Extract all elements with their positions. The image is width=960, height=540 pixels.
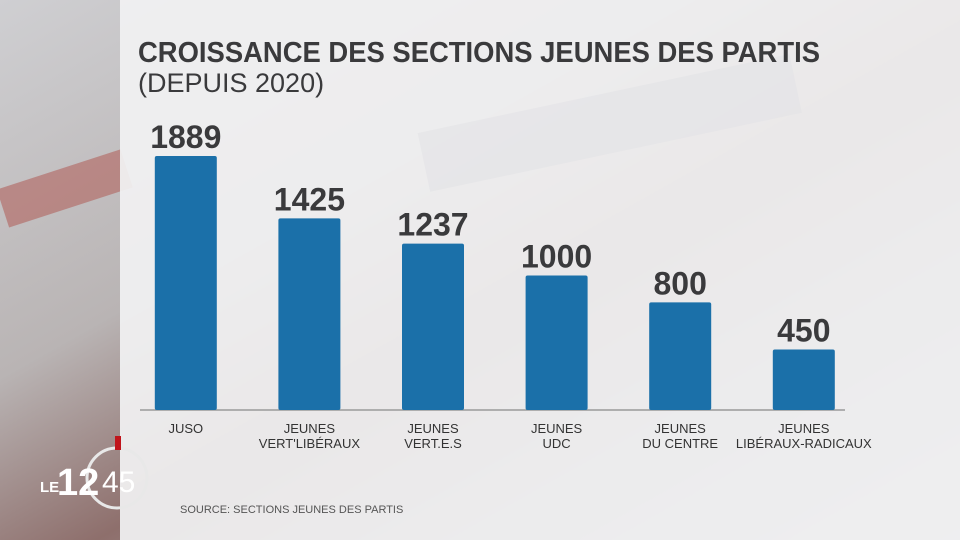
bar	[772, 349, 835, 410]
category-label: JEUNES	[778, 421, 830, 436]
category-label: VERT.E.S	[404, 436, 462, 451]
logo-hour: 12	[57, 462, 99, 504]
bar	[402, 243, 464, 410]
bar	[525, 275, 588, 410]
panel	[120, 0, 960, 540]
value-label: 1237	[397, 207, 468, 243]
category-label: JEUNES	[531, 421, 583, 436]
category-label: JUSO	[168, 421, 203, 436]
category-label: JEUNES	[284, 421, 336, 436]
logo-minute: 45	[102, 466, 135, 499]
value-label: 1000	[521, 239, 592, 275]
source: SOURCE: SECTIONS JEUNES DES PARTIS	[180, 504, 403, 516]
chart-title: CROISSANCE DES SECTIONS JEUNES DES PARTI…	[138, 37, 820, 69]
bars: 1889JUSO1425JEUNESVERT'LIBÉRAUX1237JEUNE…	[150, 119, 872, 451]
chart-subtitle: (DEPUIS 2020)	[138, 68, 324, 98]
logo-prefix: LE	[40, 479, 59, 496]
value-label: 800	[654, 265, 707, 301]
bar	[278, 218, 341, 410]
value-label: 450	[777, 312, 830, 348]
logo-mark	[115, 436, 121, 450]
category-label: LIBÉRAUX-RADICAUX	[736, 436, 872, 451]
category-label: DU CENTRE	[642, 436, 718, 451]
category-label: JEUNES	[655, 421, 707, 436]
value-label: 1889	[150, 119, 221, 155]
bar	[154, 156, 217, 410]
category-label: VERT'LIBÉRAUX	[259, 436, 361, 451]
bar	[649, 302, 712, 410]
panel-decoration	[417, 54, 802, 192]
category-label: UDC	[543, 436, 571, 451]
background-photo	[0, 149, 133, 228]
category-label: JEUNES	[407, 421, 459, 436]
value-label: 1425	[274, 181, 345, 217]
logo: LE 12 45	[40, 436, 149, 510]
